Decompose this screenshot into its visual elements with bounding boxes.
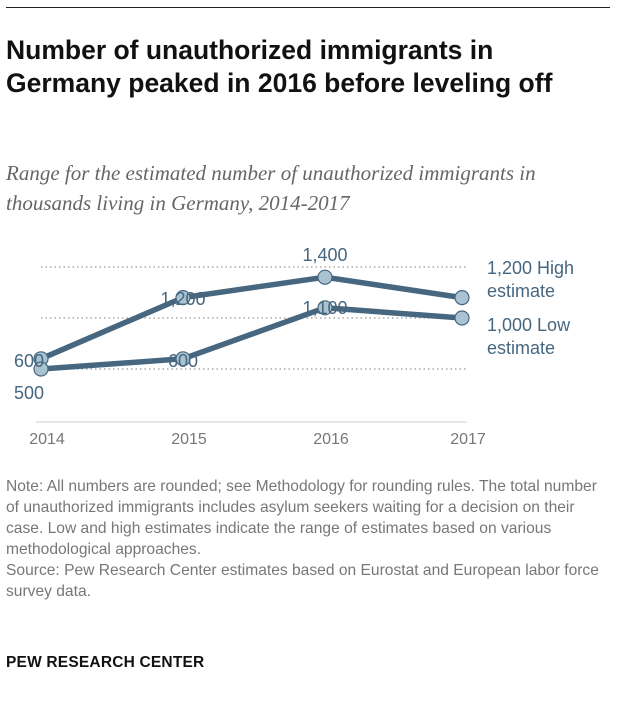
data-label: 600 bbox=[168, 351, 198, 371]
series-end-label: 1,200 High bbox=[487, 258, 574, 278]
series-end-label: estimate bbox=[487, 338, 555, 358]
series-line-high-estimate bbox=[39, 274, 463, 362]
data-label: 1,200 bbox=[160, 289, 205, 309]
series-line-low-estimate bbox=[40, 305, 463, 372]
x-tick-label: 2015 bbox=[171, 431, 207, 448]
chart-title: Number of unauthorized immigrants in Ger… bbox=[6, 35, 553, 98]
data-label: 600 bbox=[14, 351, 44, 371]
chart-subtitle: Range for the estimated number of unauth… bbox=[6, 161, 536, 215]
data-point bbox=[454, 289, 470, 306]
series-end-label: 1,000 Low bbox=[487, 315, 571, 335]
note-text: Note: All numbers are rounded; see Metho… bbox=[6, 478, 597, 558]
data-point bbox=[317, 269, 333, 285]
top-rule bbox=[6, 7, 610, 8]
x-tick-label: 2014 bbox=[29, 431, 65, 448]
data-label: 1,400 bbox=[302, 245, 347, 265]
notes: Note: All numbers are rounded; see Metho… bbox=[6, 476, 611, 602]
data-point bbox=[454, 310, 470, 326]
data-point bbox=[317, 300, 333, 316]
series-end-label: estimate bbox=[487, 281, 555, 301]
x-tick-label: 2017 bbox=[450, 431, 486, 448]
data-label: 1,100 bbox=[302, 298, 347, 318]
source-text: Source: Pew Research Center estimates ba… bbox=[6, 562, 599, 600]
data-point bbox=[33, 361, 49, 377]
data-point bbox=[175, 351, 191, 367]
x-tick-label: 2016 bbox=[313, 431, 349, 448]
data-point bbox=[175, 289, 191, 306]
line-chart: 2014 2015 2016 2017 600 1,200 1,400 500 600 1,100… bbox=[14, 245, 574, 448]
brand-logo-text: PEW RESEARCH CENTER bbox=[6, 654, 205, 671]
data-label: 500 bbox=[14, 383, 44, 403]
